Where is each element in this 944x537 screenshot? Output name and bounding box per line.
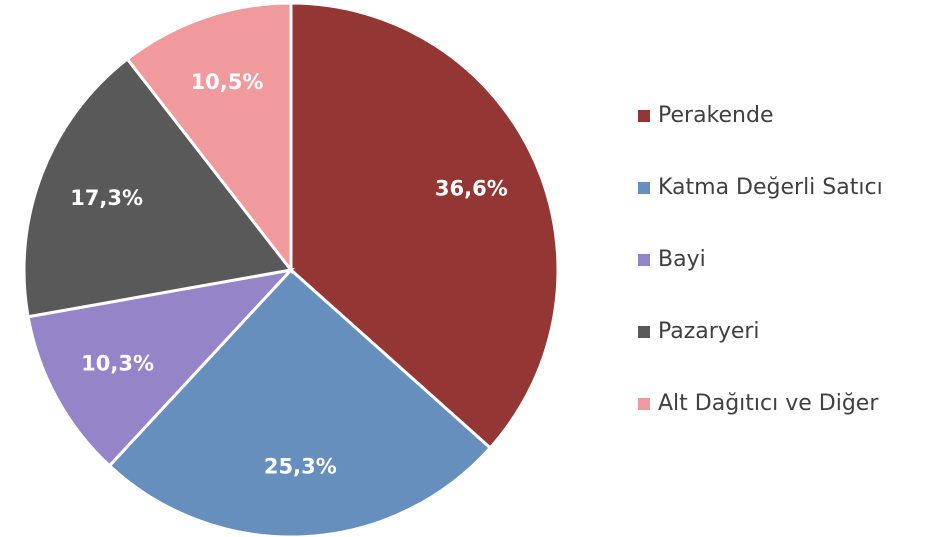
legend-swatch	[638, 254, 650, 266]
legend-label: Alt Dağıtıcı ve Diğer	[658, 391, 879, 416]
legend-label: Pazaryeri	[658, 319, 760, 344]
legend-label: Katma Değerli Satıcı	[658, 175, 883, 200]
legend-swatch	[638, 182, 650, 194]
legend-swatch	[638, 326, 650, 338]
slice-label: 25,3%	[264, 454, 337, 478]
pie-slice	[125, 1, 293, 275]
slice-label: 36,6%	[435, 176, 508, 200]
slice-label: 10,5%	[191, 70, 264, 94]
slice-label: 10,3%	[81, 352, 154, 376]
slice-label: 17,3%	[70, 186, 143, 210]
legend-swatch	[638, 398, 650, 410]
pie-slice	[26, 267, 296, 468]
legend-label: Perakende	[658, 103, 773, 128]
legend-label: Bayi	[658, 247, 706, 272]
pie-slice	[22, 56, 294, 319]
legend-swatch	[638, 110, 650, 122]
pie-slice	[289, 1, 560, 450]
